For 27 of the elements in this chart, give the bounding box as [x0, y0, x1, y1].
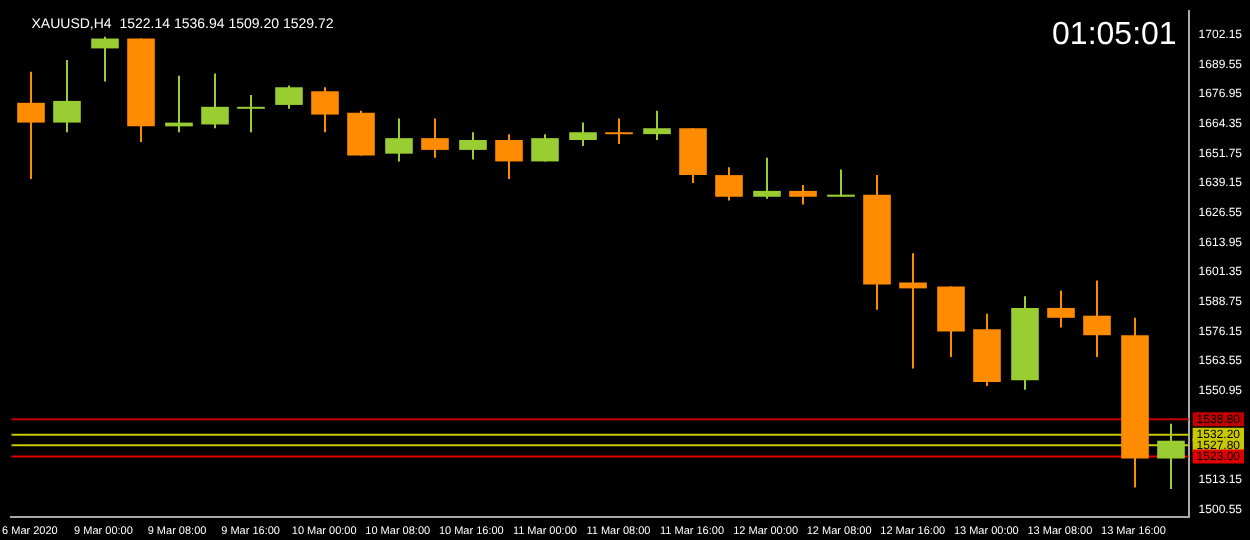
candlestick	[201, 72, 229, 130]
candlestick	[1047, 289, 1075, 329]
candlestick	[605, 117, 633, 146]
candlestick	[937, 285, 965, 358]
candlestick	[531, 133, 559, 163]
candlestick	[495, 133, 523, 181]
candlestick	[275, 84, 303, 110]
annotation: 01:05:01	[1052, 18, 1177, 53]
candlestick	[899, 252, 927, 370]
candlestick	[715, 166, 743, 202]
candlestick	[459, 131, 487, 161]
candlestick	[421, 117, 449, 159]
candlestick	[91, 35, 119, 83]
candlestick	[1157, 422, 1185, 491]
candlestick	[311, 86, 339, 134]
candlestick	[827, 168, 855, 198]
candlestick	[569, 121, 597, 147]
candlestick	[789, 183, 817, 206]
candlestick	[679, 127, 707, 185]
candlestick	[753, 156, 781, 200]
candlestick	[53, 58, 81, 134]
candlestick	[643, 109, 671, 142]
candlestick	[385, 117, 413, 163]
candlestick	[1083, 279, 1111, 358]
candlestick	[347, 109, 375, 157]
candlestick	[237, 94, 265, 134]
candlestick	[17, 70, 45, 181]
